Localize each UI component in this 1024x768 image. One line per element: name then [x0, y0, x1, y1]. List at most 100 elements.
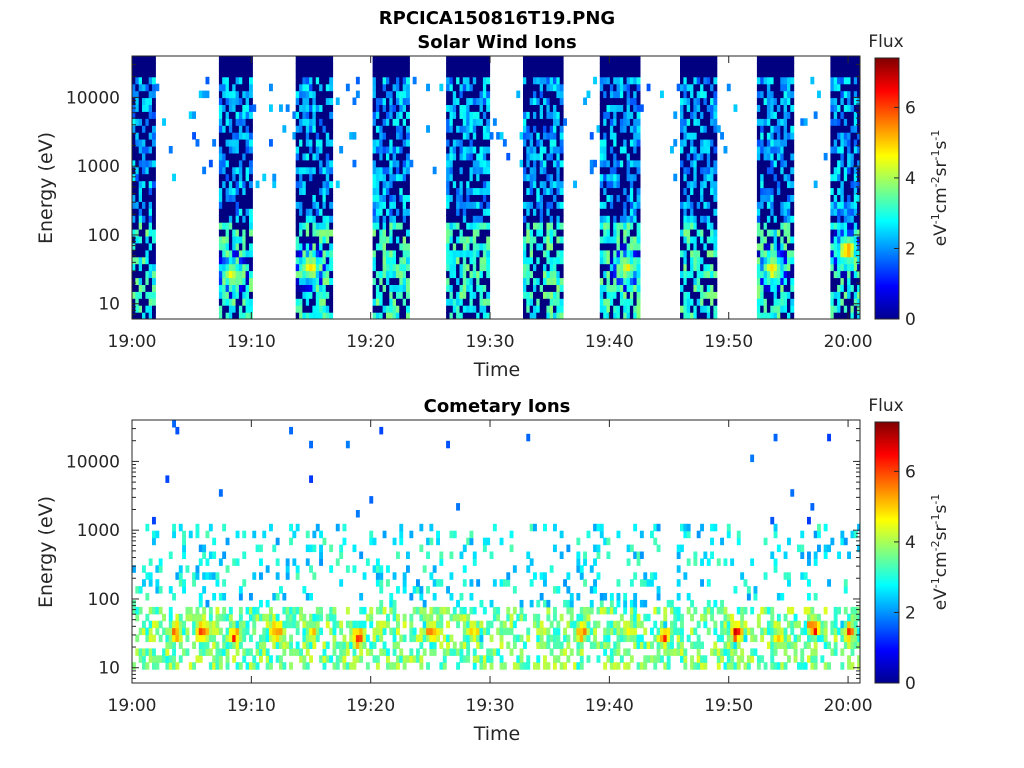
spectrogram-cell [148, 146, 153, 154]
spectrogram-cell [853, 97, 858, 105]
spectrogram-cell [523, 284, 527, 292]
spectrogram-cell [773, 242, 778, 251]
spectrogram-cell [787, 201, 791, 209]
spectrogram-cell [309, 69, 313, 78]
spectrogram-cell [850, 104, 855, 112]
spectrogram-cell [456, 83, 460, 92]
spectrogram-cell [706, 305, 711, 313]
spectrogram-cell [700, 97, 704, 105]
spectrogram-cell [710, 263, 714, 272]
spectrogram-cell [840, 235, 845, 244]
spectrogram-cell [402, 312, 407, 319]
spectrogram-cell [830, 111, 835, 119]
spectrogram-cell [790, 222, 795, 230]
spectrogram-cell [553, 56, 557, 64]
spectrogram-cell [693, 97, 698, 105]
spectrogram-cell [218, 201, 223, 209]
spectrogram-cell [616, 111, 621, 119]
spectrogram-cell [696, 146, 701, 154]
spectrogram-cell [766, 222, 771, 230]
spectrogram-cell [539, 104, 544, 112]
spectrogram-cell [392, 90, 397, 99]
spectrogram-cell [375, 111, 380, 119]
spectrogram-cell [142, 152, 146, 161]
spectrogram-cell [389, 139, 394, 147]
spectrogram-cell [783, 173, 788, 182]
spectrogram-cell [299, 90, 303, 99]
spectrogram-cell [533, 249, 537, 258]
spectrogram-cell [693, 235, 698, 244]
spectrogram-cell [482, 111, 487, 119]
spectrogram-cell [372, 634, 377, 643]
spectrogram-cell [609, 222, 614, 230]
spectrogram-cell [409, 634, 414, 643]
spectrogram-cell [218, 208, 223, 216]
spectrogram-cell [439, 579, 444, 587]
spectrogram-cell [272, 544, 277, 553]
spectrogram-cell [382, 242, 387, 251]
spectrogram-cell [549, 312, 554, 319]
spectrogram-cell [686, 125, 691, 133]
spectrogram-cell [780, 215, 785, 223]
spectrogram-cell [599, 263, 604, 272]
spectrogram-cell [780, 298, 785, 306]
spectrogram-cell [312, 641, 317, 649]
spectrogram-cell [776, 215, 781, 223]
spectrogram-cell [315, 305, 320, 313]
spectrogram-cell [392, 111, 397, 119]
spectrogram-cell [152, 249, 156, 258]
spectrogram-cell [790, 242, 795, 251]
spectrogram-cell [372, 270, 377, 279]
spectrogram-cell [389, 194, 394, 202]
spectrogram-cell [212, 641, 217, 649]
spectrogram-cell [299, 132, 303, 140]
spectrogram-cell [449, 111, 454, 119]
spectrogram-cell [756, 277, 761, 285]
spectrogram-cell [686, 229, 691, 237]
spectrogram-cell [312, 277, 317, 285]
spectrogram-cell [386, 104, 390, 112]
spectrogram-cell [606, 215, 611, 223]
spectrogram-cell [763, 242, 768, 251]
spectrogram-cell [616, 305, 621, 313]
spectrogram-cell [549, 222, 554, 230]
spectrogram-cell [242, 97, 247, 105]
spectrogram-cell [853, 62, 858, 71]
spectrogram-cell [412, 76, 417, 85]
spectrogram-cell [763, 90, 768, 99]
spectrogram-cell [432, 634, 437, 643]
spectrogram-cell [626, 305, 631, 313]
spectrogram-cell [710, 277, 714, 285]
spectrogram-cell [837, 242, 841, 251]
spectrogram-cell [623, 90, 628, 99]
spectrogram-cell [523, 83, 527, 92]
spectrogram-cell [238, 132, 243, 140]
spectrogram-cell [208, 620, 213, 629]
spectrogram-cell [529, 83, 534, 92]
spectrogram-cell [556, 83, 561, 92]
spectrogram-cell [302, 284, 307, 292]
spectrogram-cell [372, 56, 377, 64]
spectrogram-cell [195, 620, 200, 629]
spectrogram-cell [553, 222, 557, 230]
spectrogram-cell [312, 146, 317, 154]
spectrogram-cell [449, 69, 454, 78]
spectrogram-cell [396, 249, 400, 258]
spectrogram-cell [830, 146, 835, 154]
spectrogram-cell [543, 180, 547, 189]
spectrogram-cell [389, 146, 394, 154]
spectrogram-cell [857, 146, 860, 154]
spectrogram-cell [456, 201, 460, 209]
spectrogram-cell [546, 90, 551, 99]
spectrogram-cell [853, 305, 858, 313]
spectrogram-cell [606, 104, 611, 112]
spectrogram-cell [549, 270, 554, 279]
spectrogram-cell [452, 194, 457, 202]
spectrogram-cell [208, 648, 213, 656]
spectrogram-cell [228, 97, 233, 105]
spectrogram-cell [242, 159, 247, 168]
spectrogram-cell [526, 180, 531, 189]
spectrogram-cell [479, 97, 484, 105]
spectrogram-cell [770, 180, 775, 189]
spectrogram-cell [837, 235, 841, 244]
